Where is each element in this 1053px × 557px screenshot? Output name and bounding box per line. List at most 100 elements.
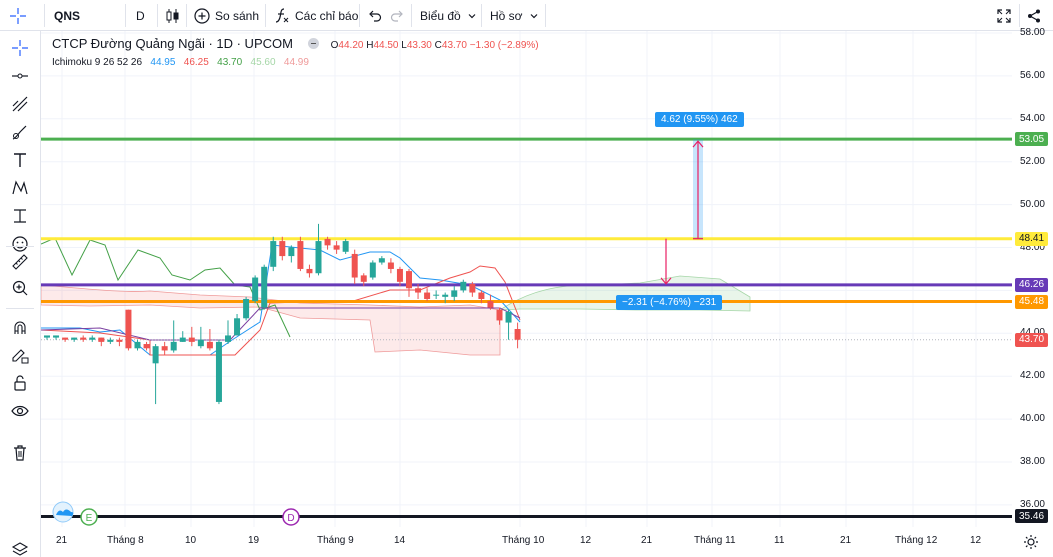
plus-circle-icon [194, 7, 210, 24]
crosshair-tool[interactable] [8, 36, 32, 60]
candle-body [234, 318, 241, 336]
symbol-search-button[interactable]: QNS [54, 0, 80, 31]
candle-body [487, 301, 494, 308]
remove-drawings-tool[interactable] [8, 441, 32, 465]
price-tag: 53.05 [1015, 132, 1048, 147]
undo-icon [367, 8, 383, 24]
candle-style-button[interactable] [164, 0, 182, 31]
candle-body [469, 283, 476, 293]
legend-toggle-icon[interactable] [308, 38, 320, 49]
candle-body [107, 339, 114, 342]
kumo-bearish [41, 284, 501, 356]
crosshair-icon [12, 40, 28, 56]
time-axis-label: 21 [641, 535, 653, 546]
pattern-icon [12, 180, 28, 195]
redo-button[interactable] [389, 0, 405, 31]
candle-body [315, 241, 322, 274]
price-tag: 45.48 [1015, 294, 1048, 309]
time-axis-label: 12 [970, 535, 982, 546]
time-axis-label: 19 [248, 535, 260, 546]
dividend-marker [282, 508, 300, 526]
share-icon [1026, 8, 1042, 24]
hide-drawings-tool[interactable] [8, 399, 32, 423]
candle-body [270, 241, 277, 267]
low-value: 43.30 [406, 40, 432, 51]
candle-body [406, 271, 412, 289]
fib-tool[interactable] [8, 92, 32, 116]
magnet-tool[interactable] [8, 316, 32, 340]
time-axis-label: Tháng 10 [502, 535, 545, 546]
candle-body [496, 309, 503, 321]
interval-button[interactable]: D [136, 0, 145, 31]
time-axis-label: Tháng 12 [895, 535, 938, 546]
fullscreen-button[interactable] [996, 0, 1012, 31]
time-axis-label: 12 [580, 535, 592, 546]
ichimoku-legend[interactable]: Ichimoku 9 26 52 26 44.95 46.25 43.70 45… [52, 57, 309, 68]
drawing-mode-tool[interactable] [8, 343, 32, 367]
time-axis-label: 11 [774, 535, 785, 546]
fullscreen-icon [996, 8, 1012, 24]
candle-body [306, 268, 313, 274]
price-axis-label: 48.00 [1019, 241, 1045, 253]
cloud-icon [56, 509, 74, 516]
price-axis-label: 52.00 [1019, 155, 1045, 167]
candle-body [505, 311, 512, 323]
candle-body [424, 292, 431, 299]
time-axis-label: 21 [840, 535, 852, 546]
candle-body [215, 341, 222, 402]
crosshair-icon[interactable] [8, 0, 28, 31]
unlock-icon [14, 375, 26, 391]
drawing-toolbar [0, 31, 41, 557]
price-axis-label: 38.00 [1019, 456, 1045, 467]
undo-button[interactable] [367, 0, 383, 31]
ruler-icon [12, 254, 28, 270]
price-axis-label: 40.00 [1019, 413, 1045, 425]
gear-icon [1024, 535, 1038, 549]
pencil-lock-icon [12, 349, 29, 364]
trash-icon [14, 445, 26, 461]
conversion-value: 44.95 [150, 57, 176, 68]
candle-body [442, 294, 449, 297]
chart-settings-button[interactable] [1022, 533, 1040, 551]
lock-drawings-tool[interactable] [8, 371, 32, 395]
chart-menu-button[interactable]: Biểu đồ [420, 0, 477, 31]
share-button[interactable] [1026, 0, 1042, 31]
candle-body [80, 337, 87, 340]
candle-body [369, 262, 376, 278]
time-axis-label: Tháng 11 [694, 535, 736, 546]
compare-button[interactable]: So sánh [194, 0, 259, 31]
pitchfork-icon [12, 96, 28, 112]
measure-up-tag: 4.62 (9.55%) 462 [655, 112, 744, 127]
chevron-down-icon [467, 11, 477, 21]
profile-menu-button[interactable]: Hồ sơ [490, 0, 539, 31]
symbol-title: CTCP Đường Quảng Ngãi · 1D · UPCOM [52, 36, 293, 51]
trendline-tool[interactable] [8, 64, 32, 88]
pattern-tool[interactable] [8, 176, 32, 200]
time-axis-label: 10 [185, 535, 197, 546]
measure-down-arrowhead [660, 277, 672, 285]
measure-position-tool[interactable] [8, 204, 32, 228]
indicators-button[interactable]: Các chỉ báo [274, 0, 358, 31]
candle-body [433, 294, 440, 296]
object-tree-tool[interactable] [8, 538, 32, 557]
candle-body [134, 341, 141, 349]
candle-body [297, 241, 304, 269]
brush-icon [12, 125, 27, 140]
open-label: O [330, 40, 339, 51]
text-tool[interactable] [8, 148, 32, 172]
candle-body [451, 290, 458, 297]
candle-body [378, 258, 385, 263]
close-label: C [434, 40, 442, 51]
brush-tool[interactable] [8, 120, 32, 144]
candle-body [44, 335, 50, 338]
candle-body [197, 339, 204, 347]
candle-body [89, 337, 96, 340]
profile-menu-label: Hồ sơ [490, 8, 523, 23]
magnet-icon [14, 321, 26, 334]
ruler-tool[interactable] [8, 250, 32, 274]
price-axis-label: 56.00 [1019, 69, 1045, 81]
zoom-tool[interactable] [8, 276, 32, 300]
change-value: −1.30 (−2.89%) [469, 40, 539, 51]
candle-body [53, 335, 60, 338]
